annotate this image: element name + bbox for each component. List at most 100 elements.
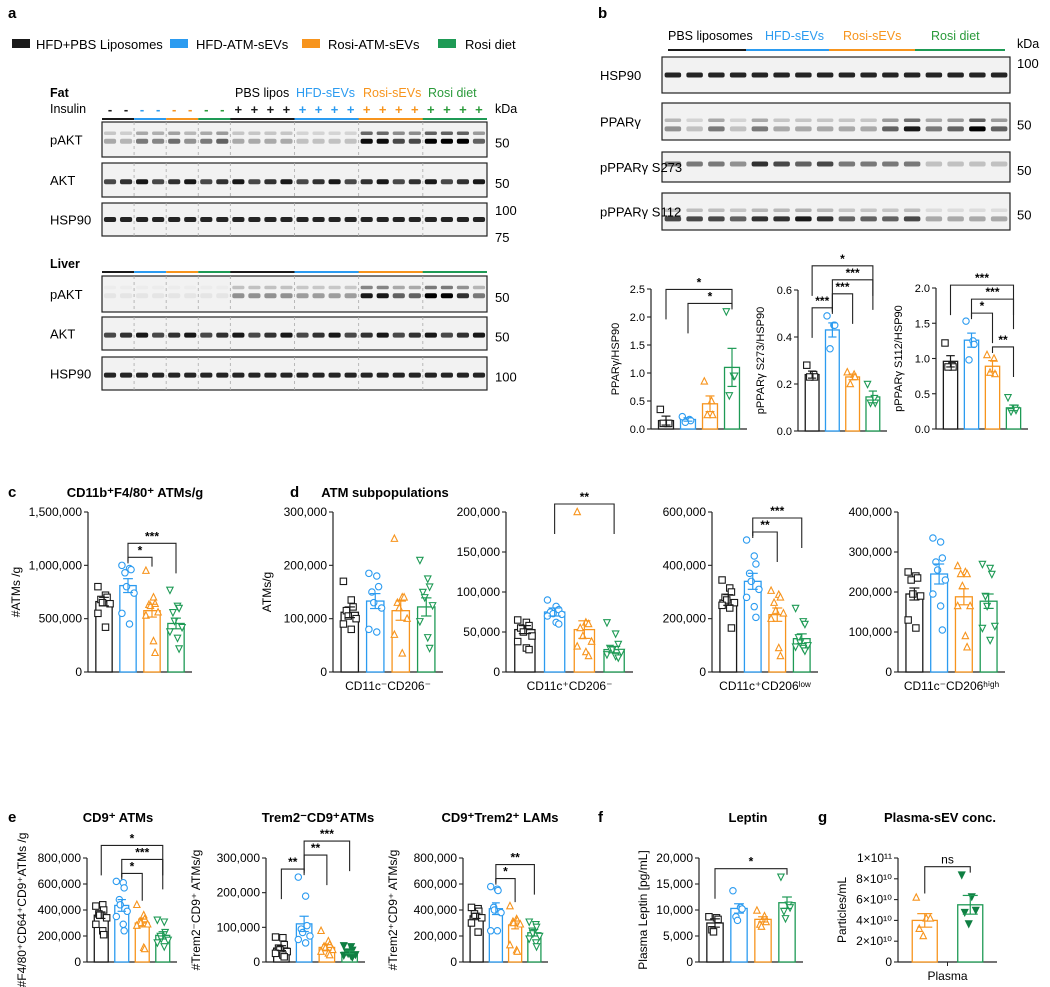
x-axis-label: Plasma [927, 969, 967, 983]
insulin-sign: + [427, 102, 435, 117]
blot-band [795, 118, 812, 123]
y-tick-label: 1.0 [915, 354, 930, 366]
blot-band [472, 293, 486, 299]
chart-title: CD9⁺ ATMs [83, 810, 153, 825]
panel-b-blots: HSP90 100 PPARγ 50 pPPARγ S273 50 pPPARγ S112 5… [600, 49, 1039, 231]
blot-band [472, 372, 486, 378]
data-point-square [339, 620, 348, 628]
data-point-circle [372, 572, 381, 580]
blot-band [838, 118, 856, 123]
blot-band [280, 217, 293, 222]
data-point-triangle-down [532, 943, 541, 952]
legend-swatch-orange [302, 39, 320, 48]
legend-swatch-green [438, 39, 456, 48]
blot-band [472, 332, 486, 338]
blot-band [773, 216, 790, 222]
y-tick-label: 150,000 [457, 545, 501, 559]
blot-band [168, 332, 181, 338]
blot-band [903, 216, 921, 222]
data-point-triangle-down [428, 602, 437, 611]
blot-band [376, 332, 389, 338]
charts: 0.00.51.01.52.02.5PPARγ/HSP90**0.00.20.4… [9, 252, 1028, 987]
blot-band [729, 72, 747, 78]
data-point-triangle-up [516, 919, 525, 928]
data-point-circle [823, 312, 831, 320]
data-point-triangle-down [602, 619, 612, 628]
y-tick-label: 50,000 [463, 625, 500, 639]
data-point-triangle-down [153, 916, 162, 925]
blot-band [119, 131, 133, 135]
data-point-triangle-down [339, 942, 348, 951]
blot-band [795, 126, 812, 132]
blot-band [280, 131, 293, 135]
data-point-circle [119, 920, 128, 929]
data-point-circle [369, 598, 378, 607]
y-tick-label: 400,000 [38, 903, 82, 917]
blot-label: pAKT [50, 133, 83, 148]
blot-band [312, 217, 325, 222]
blot-band [392, 179, 405, 185]
y-tick-label: 1.5 [915, 318, 930, 330]
blot-band [103, 293, 117, 299]
blot-band [312, 293, 325, 299]
significance-bracket [714, 868, 788, 899]
blot-frame [101, 356, 488, 391]
blot-band [200, 179, 213, 185]
data-point-circle [125, 620, 134, 628]
significance-bracket [554, 503, 615, 534]
blot-band [773, 126, 790, 132]
blot-hsp90-liver [101, 356, 488, 391]
blot-band [990, 208, 1008, 213]
blot-band [296, 179, 309, 185]
blot-band [184, 217, 197, 222]
blot-band [686, 126, 703, 132]
significance-label: *** [846, 266, 860, 280]
chart-e2: 0 100,000 200,000 300,000 #Trem2⁻CD9⁺ ATMs/g… [189, 810, 374, 970]
blot-band [816, 208, 834, 213]
y-tick-label: 2×10¹⁰ [856, 934, 892, 948]
blot-band [795, 72, 812, 78]
blot-band [392, 138, 405, 144]
data-point-triangle-up [956, 569, 965, 578]
group-label-rosi-sevs: Rosi-sEVs [843, 29, 901, 43]
y-axis-label: pPPARγ S273/HSP90 [755, 307, 767, 414]
blot-band [860, 72, 877, 78]
data-point-triangle-up [982, 350, 992, 359]
y-tick-label: 200,000 [38, 929, 82, 943]
blot-band [925, 216, 943, 222]
y-tick-label: 0.5 [630, 396, 645, 408]
data-point-triangle-up [316, 946, 326, 955]
data-point-square [271, 933, 280, 941]
data-point-square [92, 902, 100, 910]
chart-title: Trem2⁻CD9⁺ATMs [262, 810, 374, 825]
chart-b1: 0.0 0.5 1.0 1.5 2.0 2.5 PPARγ/HSP90 * * [610, 275, 747, 436]
data-point-circle [752, 560, 760, 568]
blot-band [328, 131, 341, 135]
data-point-triangle-up [150, 598, 160, 607]
y-tick-label: 100,000 [284, 612, 328, 626]
data-point-circle [294, 935, 303, 944]
blot-band [773, 161, 790, 167]
data-point-triangle-up [390, 533, 399, 542]
blot-band [136, 131, 149, 135]
blot-band [472, 217, 486, 222]
y-tick-label: 2.5 [630, 284, 645, 296]
blot-band [264, 285, 277, 290]
data-point-square [513, 637, 522, 646]
blot-band [328, 138, 341, 144]
blot-band [816, 72, 834, 78]
group-label-rosi-sevs: Rosi-sEVs [363, 86, 421, 100]
x-axis-label: CD11c⁺CD206⁻ [527, 679, 613, 693]
blot-band [119, 293, 133, 299]
blot-band [729, 216, 747, 222]
significance-label: ns [941, 853, 954, 867]
blot-akt-fat [101, 162, 488, 198]
insulin-sign: + [475, 102, 483, 117]
data-point-triangle-down [957, 871, 966, 880]
kda-marker: 50 [495, 290, 509, 305]
blot-band [103, 332, 117, 338]
bar [488, 908, 504, 963]
blot-band [408, 372, 421, 378]
insulin-label: Insulin [50, 102, 86, 116]
y-tick-label: 1,500,000 [29, 505, 83, 519]
